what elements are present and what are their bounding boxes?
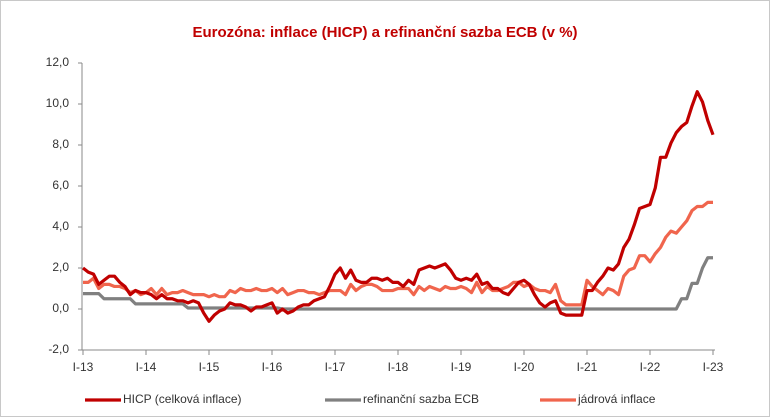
x-tick-label: I-23	[703, 360, 724, 374]
series-line	[83, 200, 713, 307]
x-tick-label: I-18	[388, 360, 409, 374]
x-tick-label: I-21	[577, 360, 598, 374]
y-tick-label: 8,0	[52, 137, 69, 151]
x-tick-label: I-20	[514, 360, 535, 374]
legend-label: HICP (celková inflace)	[123, 392, 242, 406]
y-tick-label: 2,0	[52, 260, 69, 274]
series-line	[83, 256, 713, 311]
x-tick-label: I-16	[262, 360, 283, 374]
y-tick-label: 4,0	[52, 219, 69, 233]
x-tick-label: I-13	[73, 360, 94, 374]
x-tick-label: I-14	[136, 360, 157, 374]
y-tick-label: 12,0	[46, 55, 70, 69]
y-tick-label: -2,0	[48, 342, 69, 356]
x-tick-label: I-15	[199, 360, 220, 374]
x-tick-label: I-17	[325, 360, 346, 374]
x-tick-label: I-19	[451, 360, 472, 374]
series-line	[82, 90, 715, 323]
legend-label: jádrová inflace	[577, 392, 656, 406]
y-tick-label: 0,0	[52, 301, 69, 315]
legend-label: refinanční sazba ECB	[363, 392, 479, 406]
y-tick-label: 10,0	[46, 96, 70, 110]
chart-title: Eurozóna: inflace (HICP) a refinanční sa…	[192, 24, 577, 41]
y-tick-label: 6,0	[52, 178, 69, 192]
x-tick-label: I-22	[640, 360, 661, 374]
